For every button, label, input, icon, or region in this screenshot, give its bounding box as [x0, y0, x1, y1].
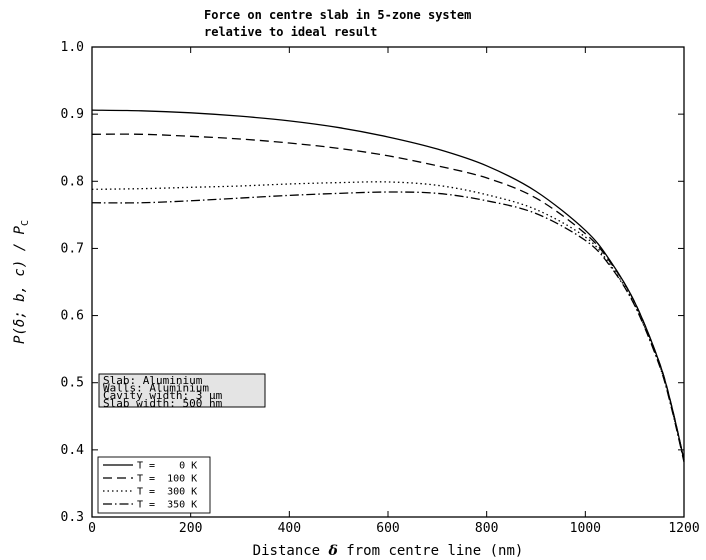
x-axis-label-post: from centre line (nm)	[338, 543, 523, 559]
y-tick-label: 0.3	[61, 510, 84, 525]
series-line-dotted	[91, 181, 685, 462]
y-tick-label: 0.5	[61, 376, 84, 391]
legend-items: T = 0 K T = 100 K T = 300 K T = 350 K	[103, 461, 197, 511]
x-axis-label-symbol: δ	[328, 543, 338, 559]
y-tick-label: 0.4	[61, 443, 85, 458]
info-box-line: Slab: Aluminium	[103, 374, 203, 387]
info-box	[98, 373, 266, 408]
y-tick-label: 0.9	[61, 107, 84, 122]
y-tick-label: 0.8	[61, 174, 84, 189]
chart-title-line2: relative to ideal result	[204, 25, 377, 39]
series-line-dashdot	[91, 191, 685, 463]
x-tick-label: 1200	[668, 521, 699, 536]
y-axis-label: P(δ; b, c) / PC	[12, 220, 31, 344]
y-tick-label: 0.6	[61, 309, 84, 324]
info-box-line: Cavity width: 3 μm	[103, 389, 223, 402]
x-tick-label: 400	[278, 521, 301, 536]
legend-label: T = 350 K	[137, 500, 197, 511]
info-box-line: Walls: Aluminium	[103, 382, 209, 395]
info-box-frame	[98, 373, 266, 408]
series-line-dashed	[91, 133, 685, 461]
axis-ticks: 0 200 400 600 800 1000 1200 0.3 0.4 0.5 0.6 0.7 0.8 0…	[61, 40, 700, 536]
x-tick-label: 200	[179, 521, 202, 536]
x-tick-label: 600	[376, 521, 399, 536]
x-tick-label: 800	[475, 521, 498, 536]
y-tick-label: 1.0	[61, 40, 84, 55]
legend-box	[97, 456, 211, 514]
x-tick-label: 0	[88, 521, 96, 536]
legend-label: T = 0 K	[137, 461, 197, 472]
x-axis-label: Distance δ from centre line (nm)	[253, 543, 524, 559]
y-axis-label-main: P(δ; b, c) / P	[12, 225, 28, 344]
y-axis-label-subscript: C	[20, 220, 31, 226]
y-tick-label: 0.7	[61, 241, 84, 256]
x-axis-label-pre: Distance	[253, 543, 329, 559]
info-box-background	[98, 373, 266, 408]
chart-title-line1: Force on centre slab in 5-zone system	[204, 8, 471, 22]
legend-label: T = 100 K	[137, 474, 197, 485]
legend-label: T = 300 K	[137, 487, 197, 498]
legend	[97, 456, 211, 514]
x-tick-label: 1000	[570, 521, 601, 536]
info-box-line: Slab width: 500 nm	[103, 397, 223, 410]
plot-area	[91, 46, 685, 518]
series-layer	[91, 109, 685, 463]
